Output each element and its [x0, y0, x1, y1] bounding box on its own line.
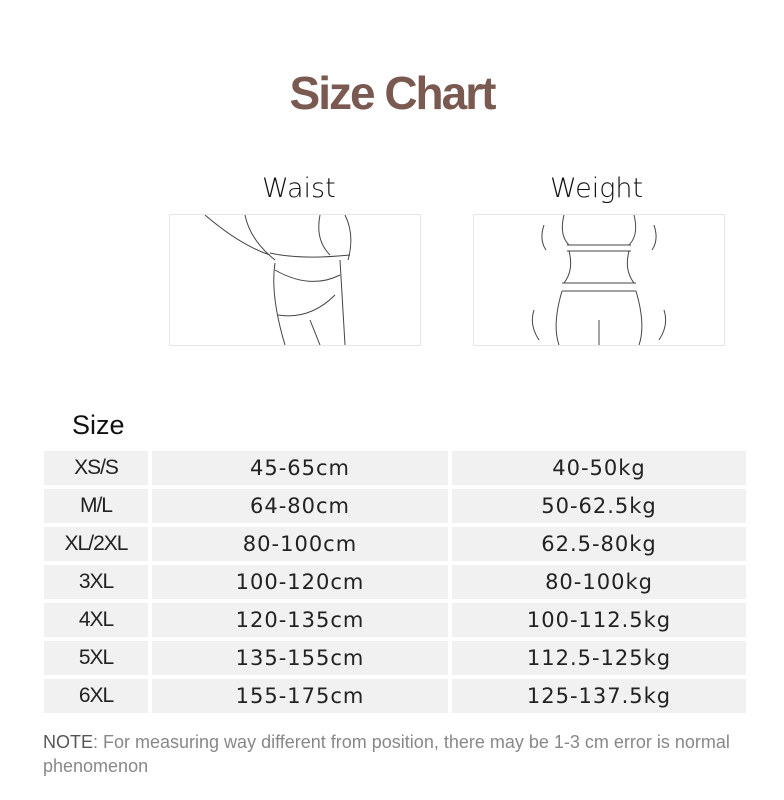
- weight-cell: 62.5-80kg: [452, 527, 746, 561]
- table-row: XL/2XL 80-100cm 62.5-80kg: [44, 527, 746, 561]
- waist-cell: 100-120cm: [152, 565, 452, 599]
- weight-cell: 80-100kg: [452, 565, 746, 599]
- weight-cell: 100-112.5kg: [452, 603, 746, 637]
- weight-cell: 125-137.5kg: [452, 679, 746, 713]
- waist-cell: 155-175cm: [152, 679, 452, 713]
- size-header: Size: [72, 410, 125, 440]
- waist-cell: 45-65cm: [152, 451, 452, 485]
- weight-cell: 40-50kg: [452, 451, 746, 485]
- size-table: XS/S 45-65cm 40-50kg M/L 64-80cm 50-62.5kg XL/…: [44, 447, 746, 717]
- size-cell: 6XL: [44, 679, 152, 713]
- size-cell: M/L: [44, 489, 152, 523]
- weight-cell: 50-62.5kg: [452, 489, 746, 523]
- table-row: M/L 64-80cm 50-62.5kg: [44, 489, 746, 523]
- size-cell: 4XL: [44, 603, 152, 637]
- table-row: 5XL 135-155cm 112.5-125kg: [44, 641, 746, 675]
- table-row: XS/S 45-65cm 40-50kg: [44, 451, 746, 485]
- table-row: 6XL 155-175cm 125-137.5kg: [44, 679, 746, 713]
- weight-cell: 112.5-125kg: [452, 641, 746, 675]
- page-title: Size Chart: [289, 67, 497, 119]
- waist-label: Waist: [262, 173, 336, 204]
- waist-cell: 80-100cm: [152, 527, 452, 561]
- size-cell: XL/2XL: [44, 527, 152, 561]
- table-row: 4XL 120-135cm 100-112.5kg: [44, 603, 746, 637]
- size-cell: 5XL: [44, 641, 152, 675]
- note-text: : For measuring way different from posit…: [43, 732, 730, 776]
- size-cell: 3XL: [44, 565, 152, 599]
- waist-cell: 64-80cm: [152, 489, 452, 523]
- waist-illustration: [169, 214, 421, 346]
- size-cell: XS/S: [44, 451, 152, 485]
- note: NOTE: For measuring way different from p…: [43, 730, 763, 778]
- table-row: 3XL 100-120cm 80-100kg: [44, 565, 746, 599]
- note-prefix: NOTE: [43, 732, 94, 752]
- waist-cell: 135-155cm: [152, 641, 452, 675]
- weight-label: Weight: [550, 173, 644, 204]
- waist-cell: 120-135cm: [152, 603, 452, 637]
- weight-illustration: [473, 214, 725, 346]
